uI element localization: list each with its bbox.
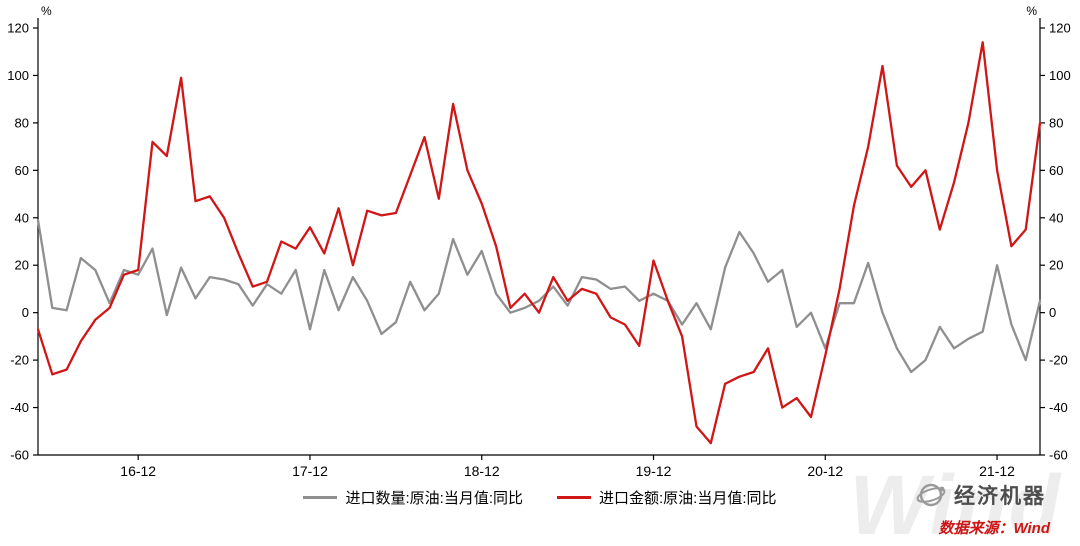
y-tick-label-right: 100 bbox=[1049, 68, 1071, 83]
x-tick-label: 20-12 bbox=[807, 463, 843, 479]
data-source: 数据来源：Wind bbox=[938, 517, 1050, 538]
y-tick-label-right: -40 bbox=[1049, 400, 1068, 415]
legend-label: 进口金额:原油:当月值:同比 bbox=[599, 490, 777, 507]
brand-logo: 经济机器 bbox=[916, 480, 1046, 510]
source-name: Wind bbox=[1013, 520, 1050, 537]
x-tick-label: 21-12 bbox=[979, 463, 1015, 479]
y-tick-label-left: -20 bbox=[10, 353, 29, 368]
source-label: 数据来源： bbox=[938, 520, 1014, 537]
series-line-1 bbox=[36, 41, 1042, 445]
y-tick-label-left: 100 bbox=[7, 68, 29, 83]
y-tick-label-right: 20 bbox=[1049, 258, 1063, 273]
y-tick-label-right: 60 bbox=[1049, 163, 1063, 178]
chart-legend: 进口数量:原油:当月值:同比 进口金额:原油:当月值:同比 bbox=[0, 487, 1080, 508]
legend-swatch bbox=[303, 496, 338, 499]
y-tick-label-left: 0 bbox=[22, 305, 29, 320]
y-tick-label-left: 60 bbox=[15, 163, 29, 178]
y-tick-label-right: -20 bbox=[1049, 353, 1068, 368]
x-tick-label: 17-12 bbox=[292, 463, 328, 479]
y-tick-label-right: 40 bbox=[1049, 210, 1063, 225]
x-tick-label: 18-12 bbox=[464, 463, 500, 479]
y-tick-label-left: -40 bbox=[10, 400, 29, 415]
legend-item-quantity: 进口数量:原油:当月值:同比 bbox=[303, 487, 523, 508]
x-tick-label: 16-12 bbox=[120, 463, 156, 479]
y-tick-label-right: -60 bbox=[1049, 448, 1068, 463]
y-tick-label-right: 120 bbox=[1049, 21, 1071, 36]
y-tick-label-right: 0 bbox=[1049, 305, 1056, 320]
y-unit-right: % bbox=[1026, 4, 1037, 18]
logo-text: 经济机器 bbox=[954, 485, 1046, 508]
y-tick-label-right: 80 bbox=[1049, 115, 1063, 130]
series-line-0 bbox=[36, 219, 1042, 374]
legend-swatch bbox=[557, 496, 591, 499]
y-tick-label-left: 20 bbox=[15, 258, 29, 273]
y-tick-label-left: 40 bbox=[15, 210, 29, 225]
x-tick-label: 19-12 bbox=[636, 463, 672, 479]
legend-item-value: 进口金额:原油:当月值:同比 bbox=[557, 487, 777, 508]
y-unit-left: % bbox=[41, 4, 52, 18]
globe-icon bbox=[916, 483, 946, 507]
wind-watermark: Wind bbox=[849, 458, 1062, 546]
y-tick-label-left: -60 bbox=[10, 448, 29, 463]
legend-label: 进口数量:原油:当月值:同比 bbox=[345, 490, 523, 507]
y-tick-label-left: 120 bbox=[7, 21, 29, 36]
y-tick-label-left: 80 bbox=[15, 115, 29, 130]
